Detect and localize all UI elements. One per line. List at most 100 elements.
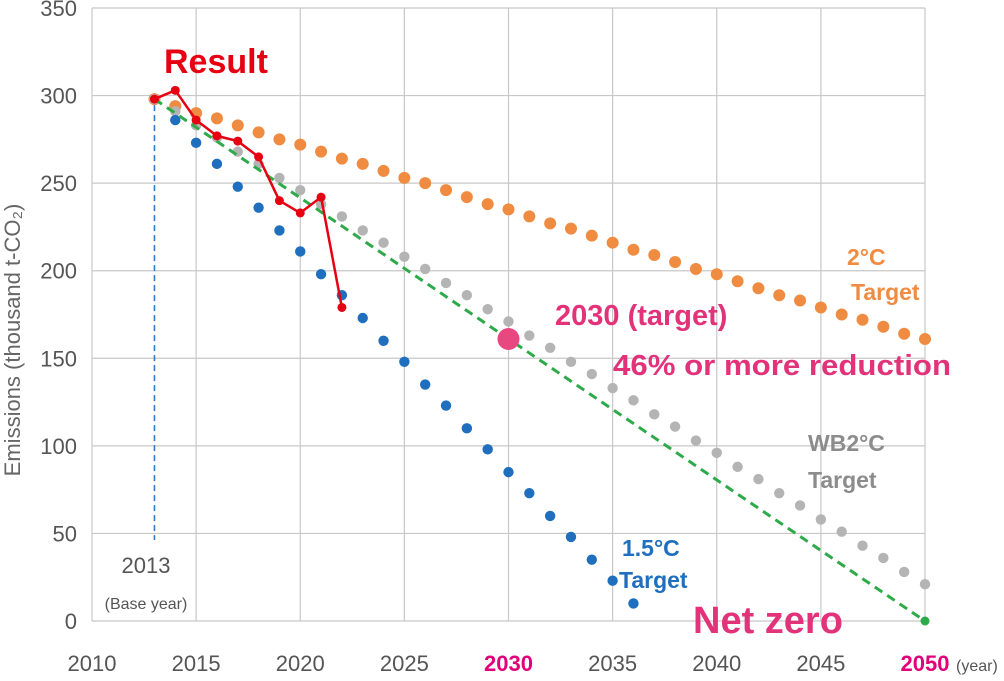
grid [91,7,926,622]
point-2c-2017 [231,119,244,132]
y-tick-label-300: 300 [40,84,77,109]
point-wb2c-2030 [503,316,514,327]
x-tick-label-2025: 2025 [380,651,429,676]
target-wb2c-label-line2: Target [808,467,877,493]
point-15c-2025 [399,356,410,367]
point-2c-2035 [606,236,619,249]
point-2c-2020 [294,138,307,151]
point-15c-2021 [315,269,327,280]
point-result-2013 [149,94,159,104]
point-15c-2032 [544,510,556,522]
point-wb2c-2047 [857,540,868,551]
point-wb2c-2038 [669,421,681,432]
point-wb2c-2014 [170,106,181,117]
point-2c-2021 [315,145,328,158]
point-2c-2037 [648,248,661,261]
point-2c-2043 [773,289,786,302]
x-tick-label-2015: 2015 [172,651,221,676]
x-tick-label-2040: 2040 [692,651,741,676]
point-wb2c-2026 [420,263,431,275]
point-2c-2050 [919,333,931,346]
point-wb2c-2043 [774,487,785,499]
net-zero-label: Net zero [693,600,843,642]
point-2c-2034 [585,229,598,242]
point-15c-2029 [482,444,493,455]
target-wb2c-label-line1: WB2°C [808,430,885,456]
point-result-2018 [254,152,264,162]
point-wb2c-2046 [836,526,847,537]
target-2c-label-line2: Target [851,279,920,305]
point-wb2c-2036 [628,395,639,406]
point-result-2017 [233,136,243,146]
point-wb2c-2023 [357,225,368,236]
point-wb2c-2035 [607,382,618,394]
point-15c-2023 [357,312,368,324]
point-wb2c-2041 [732,461,743,473]
point-15c-2028 [461,423,473,434]
x-tick-label-2050: 2050 [901,651,950,676]
point-result-2019 [274,196,284,206]
y-tick-label-200: 200 [40,259,77,284]
point-15c-2036 [628,598,639,609]
point-2c-2026 [419,177,432,190]
point-wb2c-2034 [586,368,597,380]
point-15c-2019 [274,225,285,236]
point-15c-2017 [232,181,243,192]
target-15c-label-line1: 1.5°C [622,535,680,561]
point-2c-2041 [731,275,744,288]
point-2c-2040 [710,268,723,281]
point-2c-2029 [481,198,494,211]
y-tick-label-150: 150 [40,346,77,371]
point-15c-2031 [524,487,535,499]
point-wb2c-2045 [815,514,827,525]
result-label: Result [164,43,268,81]
point-15c-2020 [295,246,306,257]
point-2c-2033 [564,222,577,235]
point-wb2c-2044 [794,500,806,511]
base-year-sublabel: (Base year) [105,596,188,613]
point-15c-2034 [586,554,597,565]
y-tick-label-250: 250 [40,171,77,196]
net-zero-endpoint [920,616,930,626]
point-wb2c-2020 [295,184,306,196]
x-tick-label-2020: 2020 [276,651,325,676]
point-2c-2019 [273,133,286,146]
point-wb2c-2028 [461,290,473,301]
point-15c-2018 [253,202,264,213]
point-wb2c-2031 [524,330,535,341]
point-2c-2022 [335,152,348,165]
point-2c-2045 [814,301,827,314]
series-2c [148,93,931,346]
point-2c-2032 [544,217,557,230]
point-result-2022 [337,302,347,312]
point-wb2c-2050 [919,579,931,590]
point-15c-2030 [503,466,514,478]
point-2c-2031 [523,210,536,223]
point-2c-2047 [856,313,869,326]
point-15c-2024 [378,335,389,346]
point-2c-2018 [252,126,265,139]
point-2c-2024 [377,164,390,177]
y-tick-label-100: 100 [40,434,77,459]
series-wb2c [149,93,931,590]
point-2c-2027 [440,184,453,197]
y-tick-label-0: 0 [65,609,77,634]
x-tick-label-2035: 2035 [588,651,637,676]
series-result [149,85,347,312]
point-15c-2026 [420,379,431,390]
series-15c [170,114,639,609]
result-line [153,89,344,308]
target-2030-label-line1: 2030 (target) [555,300,727,332]
point-2c-2044 [794,294,807,307]
point-wb2c-2039 [690,435,702,446]
point-wb2c-2048 [878,552,889,564]
series-group [148,85,931,626]
point-wb2c-2019 [274,172,285,184]
series-net-zero [153,97,930,626]
point-2c-2030 [502,203,515,216]
point-wb2c-2049 [898,566,910,578]
point-2c-2042 [752,282,765,295]
target-2c-label-line1: 2°C [847,244,886,270]
point-wb2c-2024 [378,237,389,248]
point-wb2c-2037 [649,409,660,420]
